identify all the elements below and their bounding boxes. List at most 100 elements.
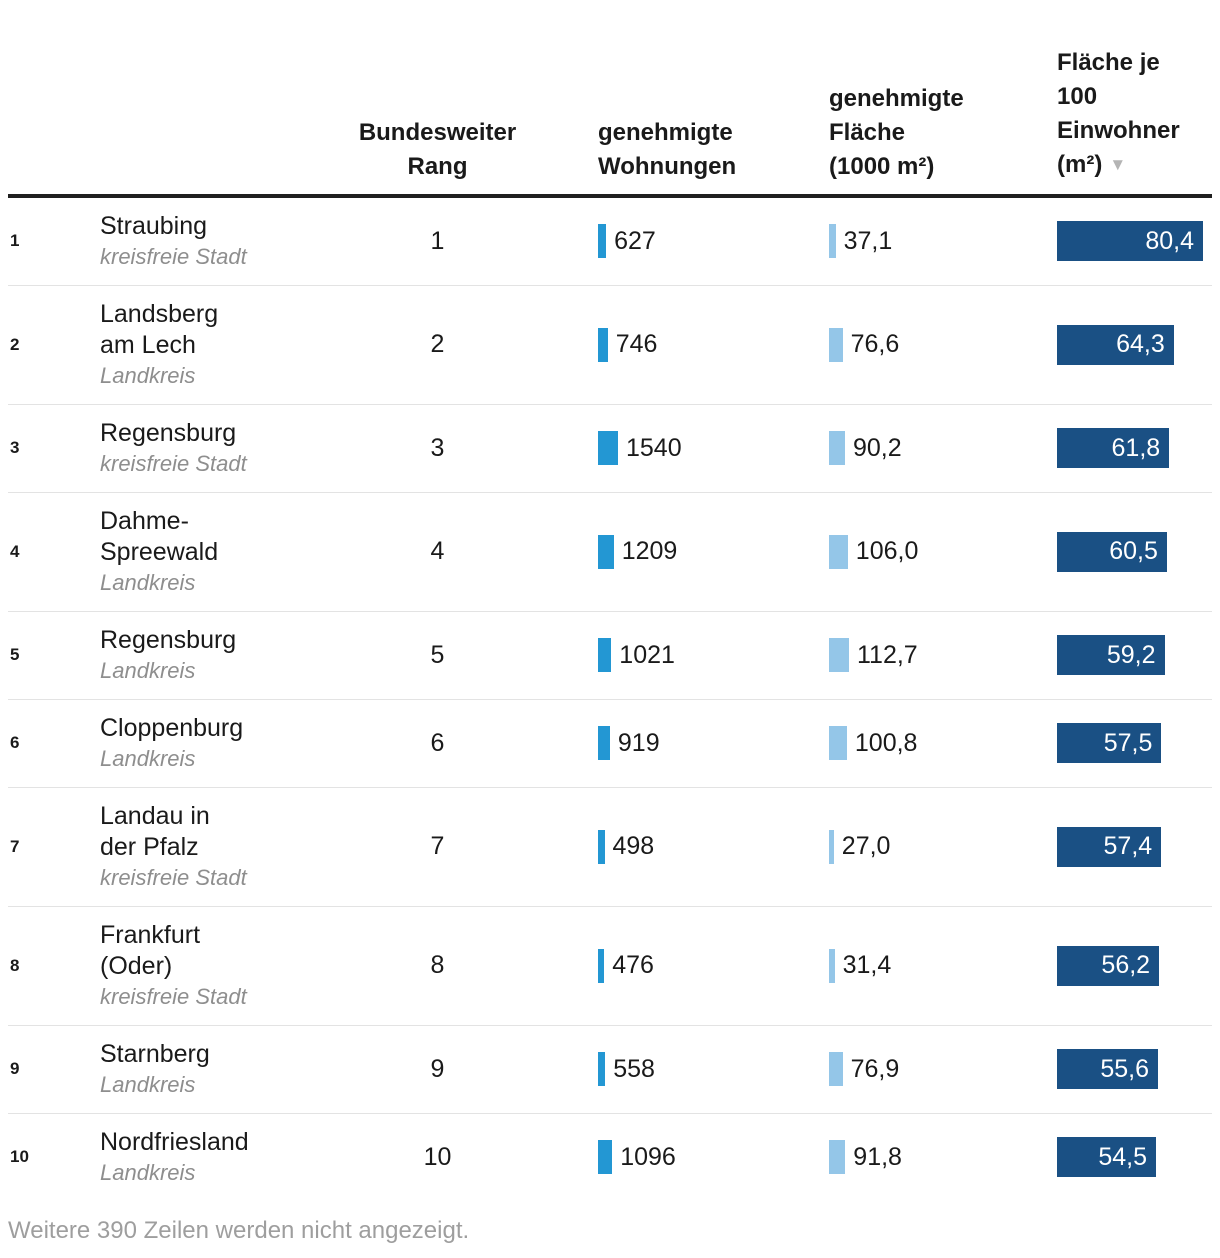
- row-index: 8: [10, 955, 20, 975]
- flaeche-value: 90,2: [853, 433, 902, 462]
- je100-cell: 57,5: [1057, 723, 1212, 763]
- row-index: 2: [10, 334, 20, 354]
- region-name: Regensburg: [100, 419, 237, 447]
- sort-desc-icon[interactable]: ▼: [1109, 155, 1127, 174]
- region-cell: Landsberg am Lech Landkreis: [100, 299, 340, 390]
- flaeche-value: 106,0: [855, 537, 919, 565]
- table-row: 7 Landau in der Pfalz kreisfreie Stadt 7 498…: [8, 787, 1212, 906]
- flaeche-value: 37,1: [843, 226, 893, 255]
- table-row: 8 Frankfurt (Oder) kreisfreie Stadt 8 476 31,…: [8, 906, 1212, 1025]
- national-rank-value: 10: [423, 1142, 452, 1171]
- wohnungen-cell: 1209: [598, 534, 829, 569]
- wohnungen-cell: 558: [598, 1052, 829, 1086]
- wohnungen-bar: [598, 726, 610, 760]
- flaeche-value: 76,9: [850, 1054, 900, 1083]
- je100-cell: 54,5: [1057, 1137, 1212, 1177]
- wohnungen-value: 558: [613, 1054, 655, 1083]
- je100-bar: 59,2: [1057, 635, 1165, 675]
- je100-value: 80,4: [1145, 226, 1194, 255]
- je100-bar: 54,5: [1057, 1137, 1156, 1177]
- flaeche-bar: [829, 224, 836, 258]
- wohnungen-bar: [598, 431, 618, 465]
- flaeche-bar: [829, 327, 843, 362]
- wohnungen-bar: [598, 327, 608, 362]
- region-type: Landkreis: [100, 746, 196, 771]
- row-index: 6: [10, 733, 20, 752]
- flaeche-bar: [829, 829, 834, 864]
- wohnungen-cell: 1021: [598, 638, 829, 672]
- wohnungen-value: 627: [614, 226, 656, 255]
- je100-cell: 80,4: [1057, 221, 1212, 261]
- region-cell: Starnberg Landkreis: [100, 1039, 340, 1099]
- flaeche-cell: 27,0: [829, 829, 1057, 864]
- flaeche-bar: [829, 431, 845, 465]
- header-bundesweiter-rang[interactable]: Bundesweiter Rang: [358, 119, 517, 180]
- region-type: kreisfreie Stadt: [100, 244, 247, 269]
- je100-cell: 57,4: [1057, 826, 1212, 867]
- national-rank-value: 6: [430, 728, 445, 757]
- table-body: 1 Straubing kreisfreie Stadt 1 627 37,1 80,4 2 L…: [8, 198, 1212, 1201]
- je100-bar: 64,3: [1057, 324, 1174, 365]
- wohnungen-cell: 919: [598, 726, 829, 760]
- region-name: Straubing: [100, 212, 208, 240]
- wohnungen-value: 1209: [621, 537, 678, 565]
- national-rank-value: 5: [430, 640, 445, 669]
- je100-cell: 59,2: [1057, 635, 1212, 675]
- header-genehmigte-flaeche[interactable]: genehmigte Fläche (1000 m²): [829, 85, 964, 180]
- wohnungen-value: 1540: [626, 433, 682, 462]
- national-rank-value: 9: [430, 1054, 445, 1083]
- national-rank-value: 7: [430, 832, 445, 860]
- row-index: 1: [10, 231, 20, 250]
- flaeche-cell: 100,8: [829, 726, 1057, 760]
- flaeche-cell: 31,4: [829, 948, 1057, 983]
- region-name: Landau in der Pfalz: [100, 802, 210, 861]
- flaeche-bar: [829, 638, 849, 672]
- flaeche-bar: [829, 534, 848, 569]
- wohnungen-bar: [598, 638, 612, 672]
- je100-value: 55,6: [1100, 1054, 1149, 1083]
- je100-value: 60,5: [1109, 537, 1158, 565]
- wohnungen-value: 919: [617, 728, 660, 757]
- je100-value: 61,8: [1111, 433, 1161, 462]
- region-type: Landkreis: [100, 1160, 196, 1185]
- je100-cell: 64,3: [1057, 324, 1212, 365]
- je100-bar: 60,5: [1057, 531, 1167, 572]
- region-name: Frankfurt (Oder): [100, 921, 201, 980]
- region-cell: Dahme- Spreewald Landkreis: [100, 506, 340, 597]
- wohnungen-cell: 476: [598, 948, 829, 983]
- table-row: 10 Nordfriesland Landkreis 10 1096 91,8 54,5: [8, 1113, 1212, 1201]
- flaeche-value: 76,6: [850, 330, 900, 358]
- wohnungen-cell: 627: [598, 224, 829, 258]
- wohnungen-cell: 746: [598, 327, 829, 362]
- region-cell: Regensburg kreisfreie Stadt: [100, 418, 340, 478]
- flaeche-cell: 112,7: [829, 638, 1057, 672]
- wohnungen-value: 1021: [619, 640, 675, 669]
- flaeche-bar: [829, 1052, 843, 1086]
- national-rank-value: 8: [430, 951, 445, 979]
- national-rank-value: 2: [430, 330, 445, 358]
- table-row: 5 Regensburg Landkreis 5 1021 112,7 59,2: [8, 611, 1212, 699]
- national-rank-value: 3: [430, 433, 445, 462]
- flaeche-cell: 106,0: [829, 534, 1057, 569]
- je100-bar: 80,4: [1057, 221, 1203, 261]
- je100-bar: 57,4: [1057, 826, 1162, 867]
- region-cell: Regensburg Landkreis: [100, 625, 340, 685]
- header-genehmigte-wohnungen[interactable]: genehmigte Wohnungen: [598, 119, 737, 180]
- flaeche-bar: [829, 726, 847, 760]
- region-cell: Landau in der Pfalz kreisfreie Stadt: [100, 801, 340, 892]
- header-flaeche-je-100-einwohner[interactable]: Fläche je 100 Einwohner (m²) ▼: [1057, 46, 1212, 184]
- region-name: Regensburg: [100, 626, 237, 654]
- je100-value: 59,2: [1106, 640, 1156, 669]
- je100-value: 57,5: [1103, 728, 1153, 757]
- region-name: Starnberg: [100, 1040, 210, 1068]
- region-type: kreisfreie Stadt: [100, 451, 247, 476]
- je100-bar: 55,6: [1057, 1049, 1158, 1089]
- wohnungen-bar: [598, 224, 607, 258]
- je100-cell: 55,6: [1057, 1049, 1212, 1089]
- wohnungen-bar: [598, 948, 605, 983]
- flaeche-cell: 76,9: [829, 1052, 1057, 1086]
- region-cell: Cloppenburg Landkreis: [100, 713, 340, 773]
- region-name: Nordfriesland: [100, 1128, 249, 1156]
- region-type: Landkreis: [100, 1072, 196, 1097]
- wohnungen-cell: 1096: [598, 1140, 829, 1174]
